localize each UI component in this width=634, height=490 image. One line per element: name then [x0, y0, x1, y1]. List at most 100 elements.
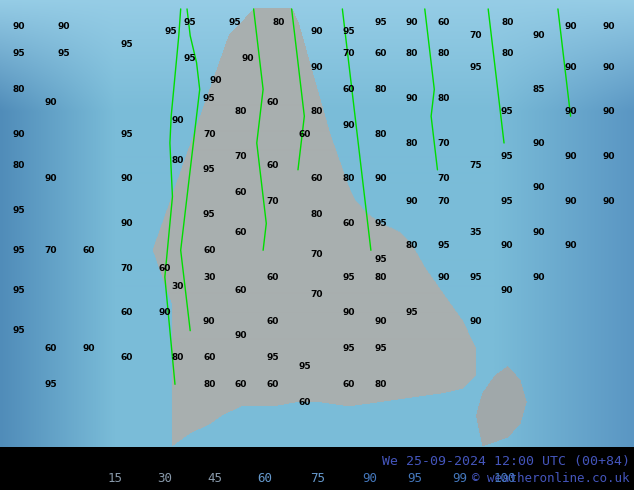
Text: 95: 95: [184, 53, 197, 63]
Text: 95: 95: [408, 472, 422, 485]
Text: 95: 95: [374, 255, 387, 264]
Text: 30: 30: [157, 472, 172, 485]
Text: 60: 60: [266, 272, 279, 282]
Text: 95: 95: [342, 272, 355, 282]
Text: 95: 95: [228, 18, 241, 27]
Text: 80: 80: [437, 49, 450, 58]
Text: 80: 80: [13, 161, 25, 170]
Text: 60: 60: [44, 344, 57, 353]
Text: 80: 80: [171, 353, 184, 362]
Text: 60: 60: [266, 161, 279, 170]
Text: 80: 80: [374, 85, 387, 94]
Text: 60: 60: [158, 264, 171, 272]
Text: 95: 95: [469, 63, 482, 72]
Text: 60: 60: [203, 353, 216, 362]
Text: 60: 60: [374, 49, 387, 58]
Text: 80: 80: [235, 107, 247, 116]
Text: 90: 90: [342, 121, 355, 130]
Text: 75: 75: [311, 472, 325, 485]
Text: 95: 95: [406, 308, 418, 318]
Text: 70: 70: [203, 129, 216, 139]
Text: 90: 90: [44, 98, 57, 107]
Text: 90: 90: [501, 286, 514, 295]
Text: 90: 90: [374, 317, 387, 326]
Text: 45: 45: [207, 472, 223, 485]
Text: 90: 90: [501, 241, 514, 250]
Text: 30: 30: [203, 272, 216, 282]
Text: 60: 60: [342, 85, 355, 94]
Text: 90: 90: [120, 174, 133, 183]
Text: 90: 90: [533, 228, 545, 237]
Text: 70: 70: [311, 291, 323, 299]
Text: 95: 95: [298, 362, 311, 371]
Text: 90: 90: [406, 196, 418, 206]
Text: 60: 60: [266, 98, 279, 107]
Text: 90: 90: [235, 331, 247, 340]
Text: 70: 70: [44, 246, 57, 255]
Text: 90: 90: [469, 317, 482, 326]
Text: 90: 90: [533, 272, 545, 282]
Text: 90: 90: [602, 63, 615, 72]
Text: 60: 60: [437, 18, 450, 27]
Text: 95: 95: [57, 49, 70, 58]
Text: 80: 80: [437, 94, 450, 103]
Text: 80: 80: [406, 49, 418, 58]
Text: 60: 60: [120, 308, 133, 318]
Text: 90: 90: [406, 18, 418, 27]
Text: 90: 90: [437, 272, 450, 282]
Text: 70: 70: [235, 152, 247, 161]
Text: 80: 80: [273, 18, 285, 27]
Text: 95: 95: [501, 152, 514, 161]
Text: 90: 90: [602, 23, 615, 31]
Text: 80: 80: [171, 156, 184, 166]
Text: 80: 80: [311, 210, 323, 219]
Text: 95: 95: [13, 49, 25, 58]
Text: 35: 35: [469, 228, 482, 237]
Text: 90: 90: [44, 174, 57, 183]
Text: 95: 95: [203, 94, 216, 103]
Text: 80: 80: [374, 272, 387, 282]
Text: 95: 95: [469, 272, 482, 282]
Text: 90: 90: [602, 107, 615, 116]
Text: 60: 60: [82, 246, 95, 255]
Text: 80: 80: [374, 380, 387, 389]
Text: 99: 99: [453, 472, 467, 485]
Text: 60: 60: [203, 246, 216, 255]
Text: 90: 90: [533, 31, 545, 40]
Text: 95: 95: [266, 353, 279, 362]
Text: 60: 60: [235, 188, 247, 196]
Text: 70: 70: [437, 139, 450, 147]
Text: 95: 95: [13, 246, 25, 255]
Text: 60: 60: [298, 398, 311, 407]
Text: 90: 90: [564, 196, 577, 206]
Text: 90: 90: [241, 53, 254, 63]
Text: RH 950 hPa [%] NAM: RH 950 hPa [%] NAM: [4, 455, 148, 468]
Text: 80: 80: [374, 129, 387, 139]
Text: 90: 90: [13, 129, 25, 139]
Text: 95: 95: [501, 196, 514, 206]
Text: 60: 60: [235, 228, 247, 237]
Text: 90: 90: [602, 152, 615, 161]
Text: 90: 90: [203, 317, 216, 326]
Text: 95: 95: [120, 129, 133, 139]
Text: 95: 95: [374, 18, 387, 27]
Text: 60: 60: [266, 317, 279, 326]
Text: 90: 90: [57, 23, 70, 31]
Text: 70: 70: [266, 196, 279, 206]
Text: 90: 90: [564, 63, 577, 72]
Text: 95: 95: [13, 205, 25, 215]
Text: 90: 90: [564, 241, 577, 250]
Text: 90: 90: [602, 196, 615, 206]
Text: 95: 95: [374, 344, 387, 353]
Text: 70: 70: [311, 250, 323, 259]
Text: 100: 100: [494, 472, 516, 485]
Text: 60: 60: [235, 286, 247, 295]
Text: 90: 90: [533, 183, 545, 192]
Text: 60: 60: [342, 219, 355, 228]
Text: 90: 90: [171, 116, 184, 125]
Text: 90: 90: [374, 174, 387, 183]
Text: 95: 95: [342, 27, 355, 36]
Text: 95: 95: [13, 326, 25, 335]
Text: 95: 95: [184, 18, 197, 27]
Text: 90: 90: [342, 308, 355, 318]
